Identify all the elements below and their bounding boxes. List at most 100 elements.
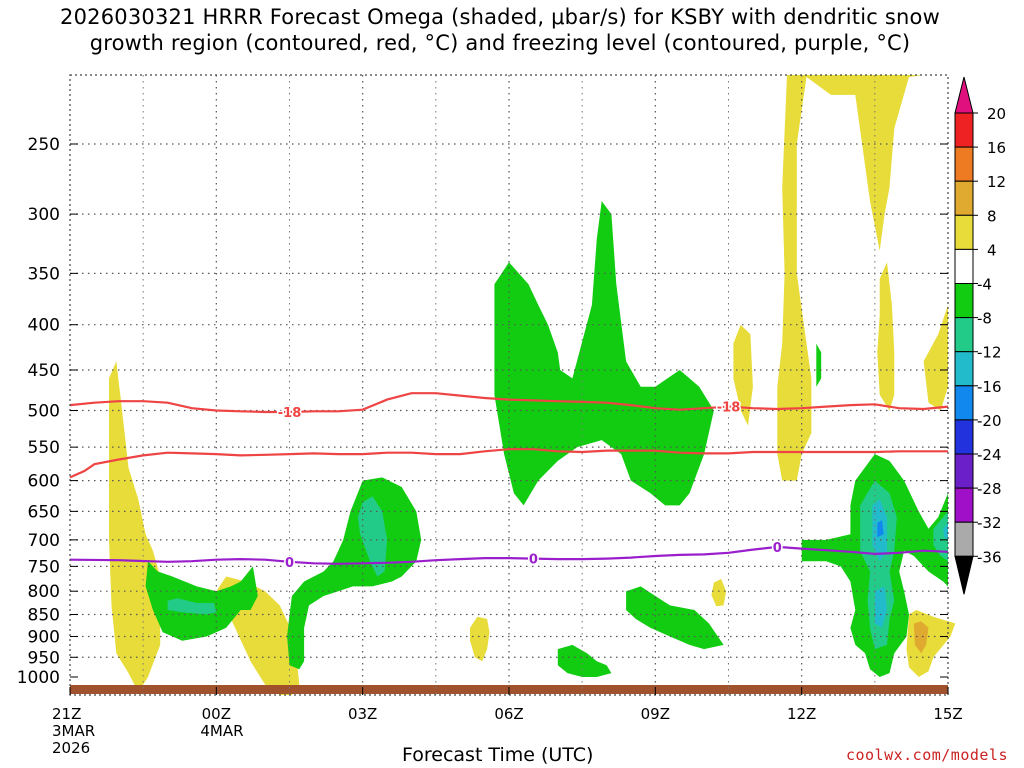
- colorbar-band-7: [954, 351, 974, 387]
- omega-region-15: [626, 586, 724, 650]
- colorbar-label-0: 20: [987, 105, 1006, 123]
- colorbar-band-11: [954, 487, 974, 523]
- freezing-label-0-1: 0: [529, 553, 538, 568]
- axes: 2503003504004505005506006507007508008509…: [17, 74, 963, 757]
- y-tick-label-850: 850: [28, 606, 60, 626]
- omega-region-14: [494, 201, 714, 506]
- x-tick-label-line-3-0: 00Z: [202, 705, 231, 723]
- omega-region-12: [287, 477, 422, 670]
- x-tick-label-line-9-0: 06Z: [494, 705, 523, 723]
- dgz-label-0-0: -18: [278, 406, 302, 421]
- colorbar-band-1: [954, 146, 974, 182]
- colorbar-band-4: [954, 248, 974, 284]
- x-tick-label-line-0-1: 3MAR: [52, 722, 95, 740]
- y-tick-label-750: 750: [28, 557, 60, 577]
- colorbar-band-0: [954, 112, 974, 148]
- omega-region-5: [877, 262, 895, 411]
- colorbar-label-1: 16: [987, 139, 1006, 157]
- y-tick-label-700: 700: [28, 531, 60, 551]
- colorbar-band-9: [954, 419, 974, 455]
- dgz-line-1: [69, 448, 948, 479]
- colorbar-label-13: -36: [977, 548, 1002, 566]
- omega-region-19: [860, 480, 897, 650]
- omega-region-3: [733, 324, 753, 426]
- omega-region-11: [167, 598, 217, 615]
- dgz-label-0-1: -18: [717, 401, 741, 416]
- chart-title-line-2: growth region (contoured, red, °C) and f…: [89, 31, 911, 55]
- y-tick-label-500: 500: [28, 402, 60, 422]
- omega-region-20: [933, 511, 948, 562]
- contour-lines: -18 -18 0 0 0: [69, 392, 949, 572]
- omega-region-0: [109, 361, 161, 693]
- omega-region-6: [923, 305, 948, 411]
- omega-region-13: [357, 496, 388, 577]
- x-tick-label-line-18-0: 15Z: [933, 705, 962, 723]
- y-tick-label-650: 650: [28, 502, 60, 522]
- y-tick-label-900: 900: [28, 627, 60, 647]
- colorbar-band-12: [954, 521, 974, 557]
- colorbar-band-10: [954, 453, 974, 489]
- colorbar-band-6: [954, 317, 974, 353]
- colorbar-label-12: -32: [977, 514, 1002, 532]
- grid-lines: [70, 75, 948, 695]
- colorbar-label-4: 4: [987, 241, 997, 259]
- x-tick-label-0: 21Z 3MAR 2026: [52, 705, 95, 757]
- x-tick-label-line-0-0: 21Z: [52, 705, 81, 723]
- omega-region-9: [913, 621, 929, 654]
- x-tick-label-6: 03Z: [348, 705, 377, 723]
- y-tick-label-1000: 1000: [17, 668, 60, 688]
- chart-title: 2026030321 HRRR Forecast Omega (shaded, …: [0, 4, 1000, 56]
- colorbar-top-arrow: [954, 76, 974, 114]
- colorbar-label-11: -28: [977, 480, 1002, 498]
- omega-region-10: [145, 561, 258, 641]
- dgz-line-0: [69, 392, 949, 414]
- x-tick-label-line-15-0: 12Z: [787, 705, 816, 723]
- colorbar-band-8: [954, 385, 974, 421]
- freezing-label-0-0: 0: [285, 556, 294, 571]
- omega-region-23: [877, 520, 884, 538]
- x-tick-label-line-6-0: 03Z: [348, 705, 377, 723]
- omega-region-24: [943, 523, 948, 540]
- y-tick-label-800: 800: [28, 582, 60, 602]
- x-tick-label-12: 09Z: [641, 705, 670, 723]
- omega-region-16: [557, 644, 612, 677]
- x-tick-label-3: 00Z 4MAR: [200, 705, 243, 740]
- colorbar-band-3: [954, 214, 974, 250]
- credit-text: coolwx.com/models: [845, 746, 1008, 764]
- y-tick-label-600: 600: [28, 472, 60, 492]
- colorbar-label-9: -20: [977, 412, 1002, 430]
- colorbar-label-7: -12: [977, 344, 1002, 362]
- y-tick-label-550: 550: [28, 438, 60, 458]
- colorbar-label-3: 8: [987, 207, 997, 225]
- x-tick-label-line-12-0: 09Z: [641, 705, 670, 723]
- omega-region-4: [777, 75, 934, 481]
- colorbar-band-5: [954, 283, 974, 319]
- y-tick-label-950: 950: [28, 648, 60, 668]
- omega-region-7: [711, 579, 727, 607]
- omega-region-17: [816, 343, 822, 387]
- y-tick-label-300: 300: [28, 205, 60, 225]
- freezing-line-0: [69, 545, 949, 565]
- colorbar-bottom-arrow: [954, 555, 974, 595]
- x-axis-label: Forecast Time (UTC): [402, 744, 594, 766]
- freezing-label-0-2: 0: [773, 541, 782, 556]
- y-tick-label-350: 350: [28, 264, 60, 284]
- x-tick-label-18: 15Z: [933, 705, 962, 723]
- colorbar-label-6: -8: [977, 310, 992, 328]
- x-tick-label-15: 12Z: [787, 705, 816, 723]
- omega-region-22: [874, 586, 887, 628]
- colorbar-label-10: -24: [977, 446, 1002, 464]
- y-tick-label-250: 250: [28, 135, 60, 155]
- colorbar-band-2: [954, 180, 974, 216]
- colorbar-label-8: -16: [977, 378, 1002, 396]
- omega-region-2: [470, 616, 490, 662]
- x-tick-label-line-3-1: 4MAR: [200, 722, 243, 740]
- chart-title-line-1: 2026030321 HRRR Forecast Omega (shaded, …: [60, 5, 940, 29]
- y-tick-label-450: 450: [28, 361, 60, 381]
- y-tick-label-400: 400: [28, 316, 60, 336]
- colorbar: 20 16 12 8 4 -4 -8 -12 -16 -20 -24 -28 -32 -36: [954, 76, 1006, 595]
- x-tick-label-9: 06Z: [494, 705, 523, 723]
- omega-shading: [70, 75, 956, 695]
- x-tick-label-line-0-2: 2026: [52, 739, 90, 757]
